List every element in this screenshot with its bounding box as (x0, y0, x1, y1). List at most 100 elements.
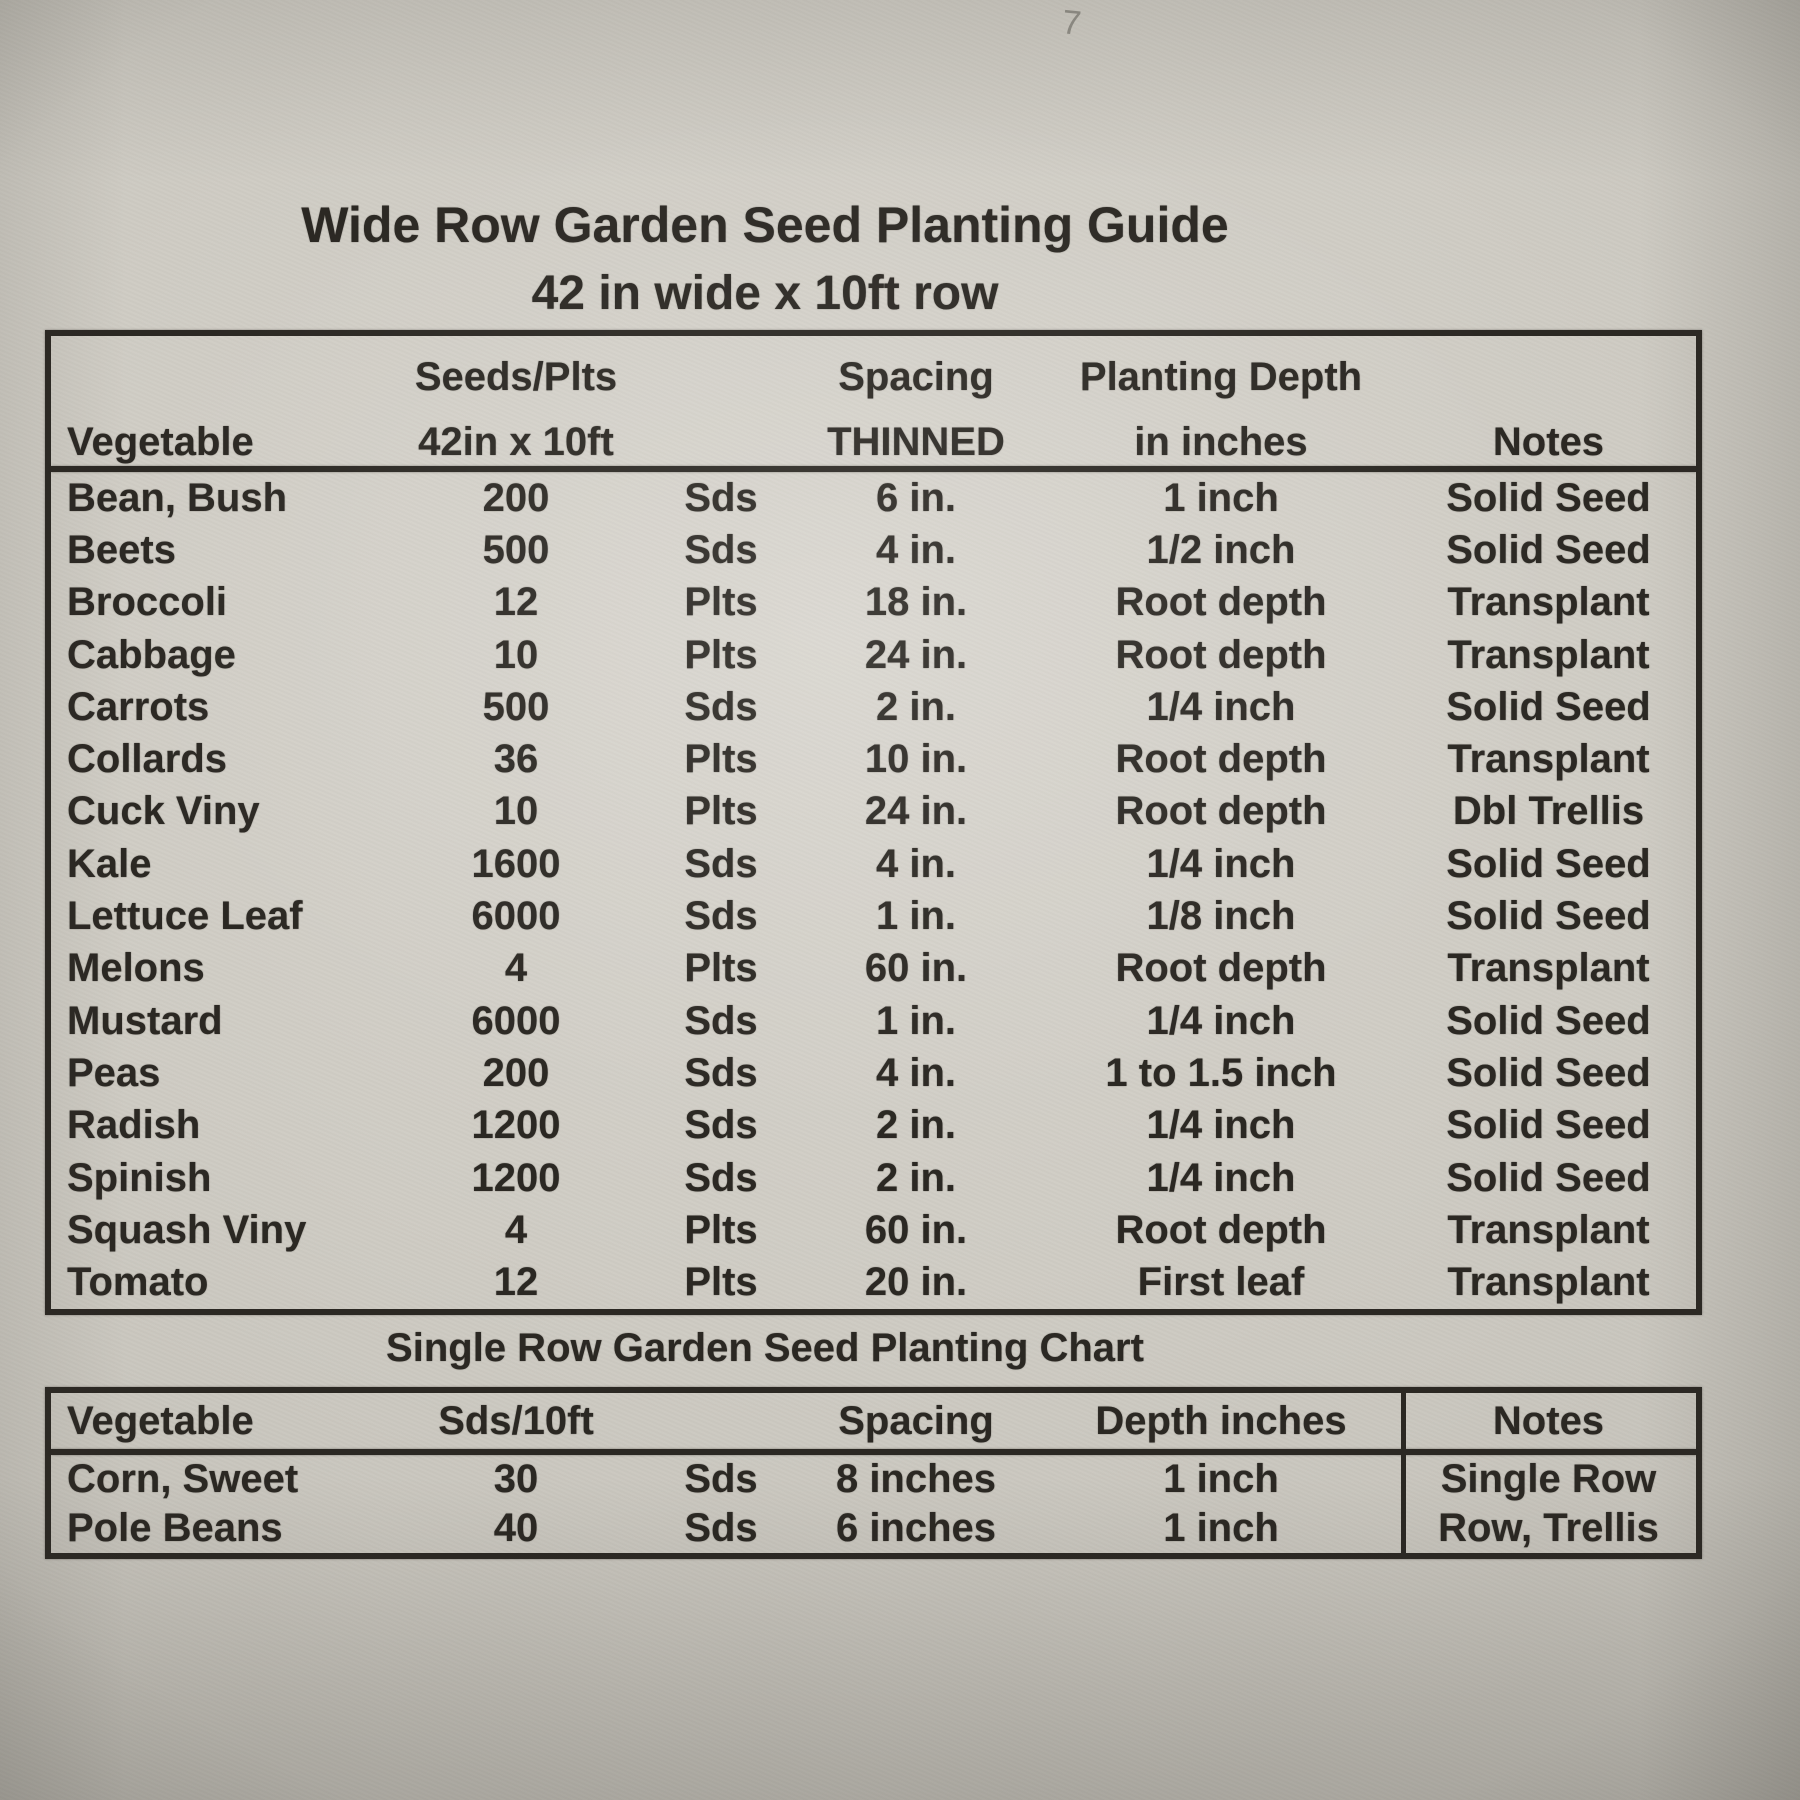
cell-notes: Transplant (1447, 1260, 1650, 1305)
cell-notes: Row, Trellis (1438, 1506, 1659, 1550)
cell-unit: Sds (684, 1457, 758, 1501)
header-spacing: Spacing (838, 354, 994, 399)
cell-depth: Root depth (1115, 580, 1327, 625)
cell-spacing: 8 inches (835, 1457, 997, 1501)
table-row: Lettuce Leaf 6000 Sds 1 in. 1/8 inch Sol… (51, 890, 1696, 942)
cell-seed-count: 10 (493, 789, 539, 834)
cell-spacing: 4 in. (875, 841, 957, 886)
header-thinned: THINNED (827, 419, 1005, 464)
header-divider (51, 1449, 1696, 1455)
page-title: Wide Row Garden Seed Planting Guide (301, 197, 1229, 253)
cell-spacing: 18 in. (864, 580, 968, 625)
header-depth-inches: Depth inches (1095, 1398, 1347, 1443)
table-row: Collards 36 Plts 10 in. Root depth Trans… (51, 733, 1696, 785)
cell-spacing: 4 in. (875, 527, 957, 572)
cell-vegetable: Corn, Sweet (67, 1457, 299, 1501)
cell-notes: Solid Seed (1446, 894, 1651, 939)
table-row: Cabbage 10 Plts 24 in. Root depth Transp… (51, 629, 1696, 681)
cell-spacing: 2 in. (875, 1155, 957, 1200)
cell-seed-count: 200 (482, 1050, 550, 1095)
cell-notes: Solid Seed (1446, 475, 1651, 520)
handwritten-page-number: 7 (1060, 3, 1083, 43)
header-notes: Notes (1492, 1398, 1605, 1443)
header-42in-x-10ft: 42in x 10ft (418, 419, 614, 464)
cell-vegetable: Kale (67, 841, 152, 886)
header-vegetable: Vegetable (67, 419, 254, 464)
table-row: Mustard 6000 Sds 1 in. 1/4 inch Solid Se… (51, 995, 1696, 1047)
cell-depth: Root depth (1115, 789, 1327, 834)
cell-seed-count: 500 (482, 527, 550, 572)
cell-unit: Plts (684, 632, 758, 677)
cell-notes: Transplant (1447, 580, 1650, 625)
cell-depth: 1 inch (1163, 1506, 1279, 1550)
header-vegetable: Vegetable (67, 1398, 254, 1443)
cell-spacing: 2 in. (875, 1103, 957, 1148)
cell-spacing: 20 in. (864, 1260, 968, 1305)
cell-seed-count: 40 (493, 1506, 539, 1550)
cell-seed-count: 200 (482, 475, 550, 520)
header-sds-10ft: Sds/10ft (438, 1398, 594, 1443)
cell-vegetable: Spinish (67, 1155, 212, 1200)
table-row: Broccoli 12 Plts 18 in. Root depth Trans… (51, 577, 1696, 629)
table-row: Squash Viny 4 Plts 60 in. Root depth Tra… (51, 1204, 1696, 1256)
cell-vegetable: Peas (67, 1050, 161, 1095)
cell-notes: Solid Seed (1446, 841, 1651, 886)
cell-notes: Transplant (1447, 946, 1650, 991)
cell-unit: Plts (684, 789, 758, 834)
table-row: Radish 1200 Sds 2 in. 1/4 inch Solid See… (51, 1100, 1696, 1152)
cell-unit: Sds (684, 1050, 758, 1095)
cell-vegetable: Broccoli (67, 580, 228, 625)
cell-spacing: 10 in. (864, 737, 968, 782)
cell-vegetable: Collards (67, 737, 228, 782)
cell-notes: Single Row (1440, 1457, 1657, 1501)
cell-seed-count: 10 (493, 632, 539, 677)
cell-vegetable: Bean, Bush (67, 475, 288, 520)
table-row: Spinish 1200 Sds 2 in. 1/4 inch Solid Se… (51, 1152, 1696, 1204)
cell-spacing: 60 in. (864, 946, 968, 991)
cell-vegetable: Radish (67, 1103, 201, 1148)
cell-spacing: 6 in. (875, 475, 957, 520)
wide-row-table: Seeds/Plts Spacing Planting Depth Vegeta… (45, 330, 1702, 1315)
cell-unit: Sds (684, 527, 758, 572)
cell-seed-count: 6000 (471, 894, 561, 939)
cell-seed-count: 1200 (471, 1103, 561, 1148)
table-row: Tomato 12 Plts 20 in. First leaf Transpl… (51, 1256, 1696, 1308)
cell-spacing: 24 in. (864, 789, 968, 834)
cell-unit: Sds (684, 684, 758, 729)
cell-seed-count: 4 (504, 946, 528, 991)
cell-notes: Transplant (1447, 1207, 1650, 1252)
cell-vegetable: Pole Beans (67, 1506, 283, 1550)
cell-spacing: 1 in. (875, 998, 957, 1043)
cell-vegetable: Tomato (67, 1260, 209, 1305)
cell-unit: Plts (684, 737, 758, 782)
cell-depth: 1 to 1.5 inch (1105, 1050, 1337, 1095)
cell-depth: Root depth (1115, 946, 1327, 991)
wide-row-header-bottom: Vegetable 42in x 10ft THINNED in inches … (51, 418, 1696, 466)
table-row: Melons 4 Plts 60 in. Root depth Transpla… (51, 943, 1696, 995)
cell-unit: Plts (684, 580, 758, 625)
cell-seed-count: 12 (493, 580, 539, 625)
table-row: Pole Beans 40 Sds 6 inches 1 inch Row, T… (51, 1504, 1696, 1553)
cell-vegetable: Melons (67, 946, 205, 991)
cell-seed-count: 1200 (471, 1155, 561, 1200)
cell-spacing: 2 in. (875, 684, 957, 729)
cell-vegetable: Cabbage (67, 632, 236, 677)
cell-notes: Transplant (1447, 632, 1650, 677)
single-row-header: Vegetable Sds/10ft Spacing Depth inches … (51, 1393, 1696, 1449)
cell-seed-count: 1600 (471, 841, 561, 886)
cell-seed-count: 36 (493, 737, 539, 782)
cell-notes: Solid Seed (1446, 998, 1651, 1043)
cell-vegetable: Beets (67, 527, 176, 572)
header-spacing: Spacing (838, 1398, 994, 1443)
table-row: Cuck Viny 10 Plts 24 in. Root depth Dbl … (51, 786, 1696, 838)
cell-notes: Solid Seed (1446, 684, 1651, 729)
table-row: Bean, Bush 200 Sds 6 in. 1 inch Solid Se… (51, 472, 1696, 524)
cell-notes: Solid Seed (1446, 1050, 1651, 1095)
single-row-table-body: Corn, Sweet 30 Sds 8 inches 1 inch Singl… (51, 1455, 1696, 1553)
cell-seed-count: 30 (493, 1457, 539, 1501)
cell-spacing: 1 in. (875, 894, 957, 939)
cell-unit: Sds (684, 1103, 758, 1148)
header-in-inches: in inches (1134, 419, 1308, 464)
cell-depth: 1/4 inch (1146, 684, 1296, 729)
